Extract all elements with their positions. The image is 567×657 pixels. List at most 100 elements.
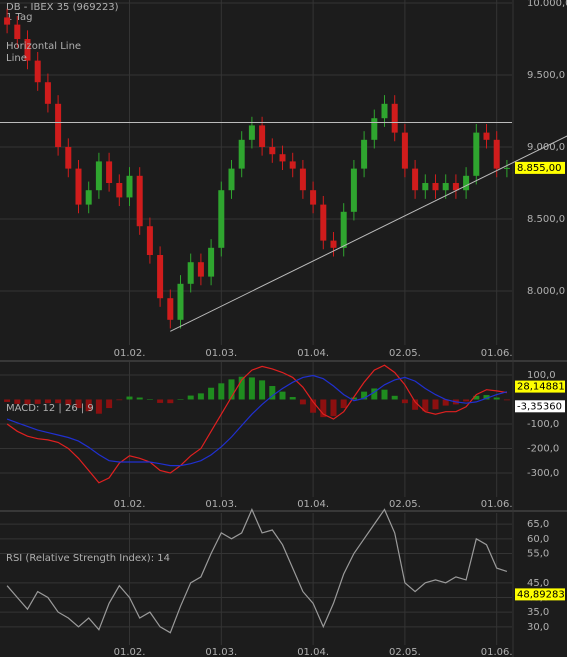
y-tick-label: 35,0 [527, 607, 549, 618]
candle-body [116, 183, 123, 198]
candle-body [381, 103, 388, 119]
histogram-bar [473, 395, 480, 400]
histogram-bar [44, 399, 51, 404]
histogram-bar [95, 399, 102, 414]
histogram-bar [259, 380, 266, 400]
y-tick-label: 10.000,0 [527, 0, 567, 9]
candle-body [136, 175, 143, 227]
last-value-box [515, 588, 565, 601]
histogram-bar [197, 393, 204, 400]
candle-body [412, 168, 419, 191]
candle-body [299, 168, 306, 191]
trend-line-label: Line [6, 53, 27, 64]
candle-body [24, 39, 31, 61]
indicator-label: MACD: 12 | 26 | 9 [6, 403, 94, 414]
histogram-bar [361, 391, 368, 400]
histogram-bar [330, 399, 337, 417]
candle-body [422, 183, 429, 191]
candle-body [340, 211, 347, 248]
y-tick-label: -200,0 [527, 443, 559, 454]
histogram-bar [167, 399, 174, 404]
histogram-bar [187, 395, 194, 400]
candle-body [503, 167, 510, 169]
y-tick-label: 8.000,0 [527, 286, 565, 297]
candle-body [310, 190, 317, 205]
chart-subtitle: 1 Tag [6, 12, 32, 23]
histogram-bar [299, 399, 306, 405]
x-tick-label: 01.03. [205, 348, 237, 359]
y-tick-label: 9.000,0 [527, 142, 565, 153]
candle-body [4, 17, 11, 25]
y-tick-label: 9.500,0 [527, 70, 565, 81]
x-tick-label: 01.03. [205, 647, 237, 657]
histogram-bar [157, 399, 164, 403]
candle-body [75, 168, 82, 205]
histogram-bar [381, 389, 388, 400]
histogram-bar [75, 399, 82, 409]
candle-body [361, 139, 368, 169]
line-series [6, 374, 508, 467]
histogram-bar [24, 399, 31, 405]
candle-body [473, 132, 480, 176]
candle-body [371, 118, 378, 140]
y-tick-label: 8.500,0 [527, 214, 565, 225]
histogram-bar [116, 399, 123, 401]
y-tick-label: 60,0 [527, 534, 549, 545]
histogram-bar [432, 399, 439, 410]
candle-body [55, 103, 62, 148]
candle-body [279, 154, 286, 162]
candle-body [95, 161, 102, 191]
candle-body [259, 125, 266, 148]
histogram-bar [310, 399, 317, 413]
histogram-bar [238, 376, 245, 400]
histogram-bar [483, 395, 490, 400]
candle-body [126, 175, 133, 198]
candle-body [157, 255, 164, 299]
candle-body [65, 147, 72, 169]
candle-body [289, 161, 296, 169]
histogram-bar [55, 399, 62, 404]
x-tick-label: 02.05. [389, 499, 421, 510]
candle-body [106, 161, 113, 184]
histogram-bar [401, 399, 408, 404]
histogram-bar [85, 399, 92, 412]
histogram-bar [493, 397, 500, 400]
candle-body [401, 132, 408, 169]
histogram-bar [228, 379, 235, 400]
candle-body [493, 139, 500, 169]
candle-body [269, 147, 276, 155]
histogram-bar [279, 391, 286, 400]
candle-body [238, 139, 245, 169]
candle-body [218, 190, 225, 248]
histogram-bar [391, 395, 398, 400]
candle-body [483, 132, 490, 140]
histogram-bar [34, 399, 41, 404]
candle-body [197, 262, 204, 277]
x-tick-label: 01.02. [114, 499, 146, 510]
x-tick-label: 01.03. [205, 499, 237, 510]
candle-body [187, 262, 194, 284]
x-tick-label: 01.02. [114, 647, 146, 657]
candle-body [248, 125, 255, 140]
x-tick-label: 01.04. [297, 348, 329, 359]
histogram-bar [126, 396, 133, 400]
histogram-bar [320, 399, 327, 418]
candle-body [432, 183, 439, 191]
last-value-box [515, 161, 565, 174]
candle-body [85, 190, 92, 205]
candle-body [167, 298, 174, 320]
histogram-bar [371, 388, 378, 400]
last-value-label: 48,89283 [517, 589, 565, 600]
histogram-bar [65, 399, 72, 405]
candle-body [34, 60, 41, 83]
candle-body [350, 168, 357, 212]
y-tick-label: -100,0 [527, 419, 559, 430]
histogram-bar [340, 399, 347, 409]
histogram-bar [350, 397, 357, 400]
x-tick-label: 01.04. [297, 647, 329, 657]
candle-body [442, 183, 449, 191]
indicator-label: RSI (Relative Strength Index): 14 [6, 553, 170, 564]
histogram-bar [208, 387, 215, 400]
histogram-bar [218, 383, 225, 400]
